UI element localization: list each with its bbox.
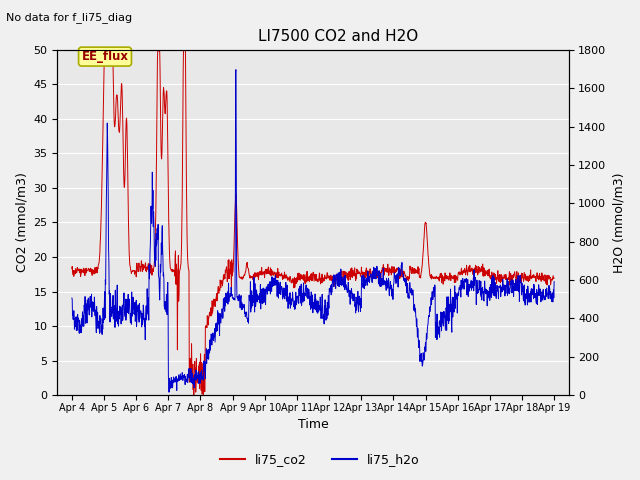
li75_co2 bbox=[550, 275, 558, 281]
li75_co2 bbox=[106, 47, 113, 53]
li75_h2o bbox=[68, 295, 76, 301]
X-axis label: Time: Time bbox=[298, 419, 328, 432]
li75_h2o bbox=[343, 286, 351, 292]
Title: LI7500 CO2 and H2O: LI7500 CO2 and H2O bbox=[259, 29, 419, 44]
li75_h2o bbox=[165, 389, 173, 395]
Line: li75_h2o: li75_h2o bbox=[72, 70, 554, 392]
li75_co2 bbox=[190, 392, 198, 398]
li75_co2 bbox=[273, 275, 281, 280]
Text: No data for f_li75_diag: No data for f_li75_diag bbox=[6, 12, 132, 23]
Legend: li75_co2, li75_h2o: li75_co2, li75_h2o bbox=[215, 448, 425, 471]
li75_h2o bbox=[273, 293, 281, 299]
Text: EE_flux: EE_flux bbox=[81, 50, 129, 63]
li75_h2o bbox=[106, 291, 113, 297]
Y-axis label: CO2 (mmol/m3): CO2 (mmol/m3) bbox=[15, 172, 28, 273]
li75_h2o bbox=[125, 296, 132, 302]
li75_co2 bbox=[101, 47, 109, 53]
li75_co2 bbox=[292, 276, 300, 281]
li75_co2 bbox=[343, 275, 351, 281]
Y-axis label: H2O (mmol/m3): H2O (mmol/m3) bbox=[612, 172, 625, 273]
Line: li75_co2: li75_co2 bbox=[72, 50, 554, 395]
li75_h2o bbox=[292, 289, 300, 295]
li75_h2o bbox=[284, 282, 291, 288]
li75_h2o bbox=[232, 67, 240, 72]
li75_h2o bbox=[550, 279, 558, 285]
li75_co2 bbox=[125, 249, 133, 255]
li75_co2 bbox=[68, 266, 76, 272]
li75_co2 bbox=[284, 274, 291, 280]
